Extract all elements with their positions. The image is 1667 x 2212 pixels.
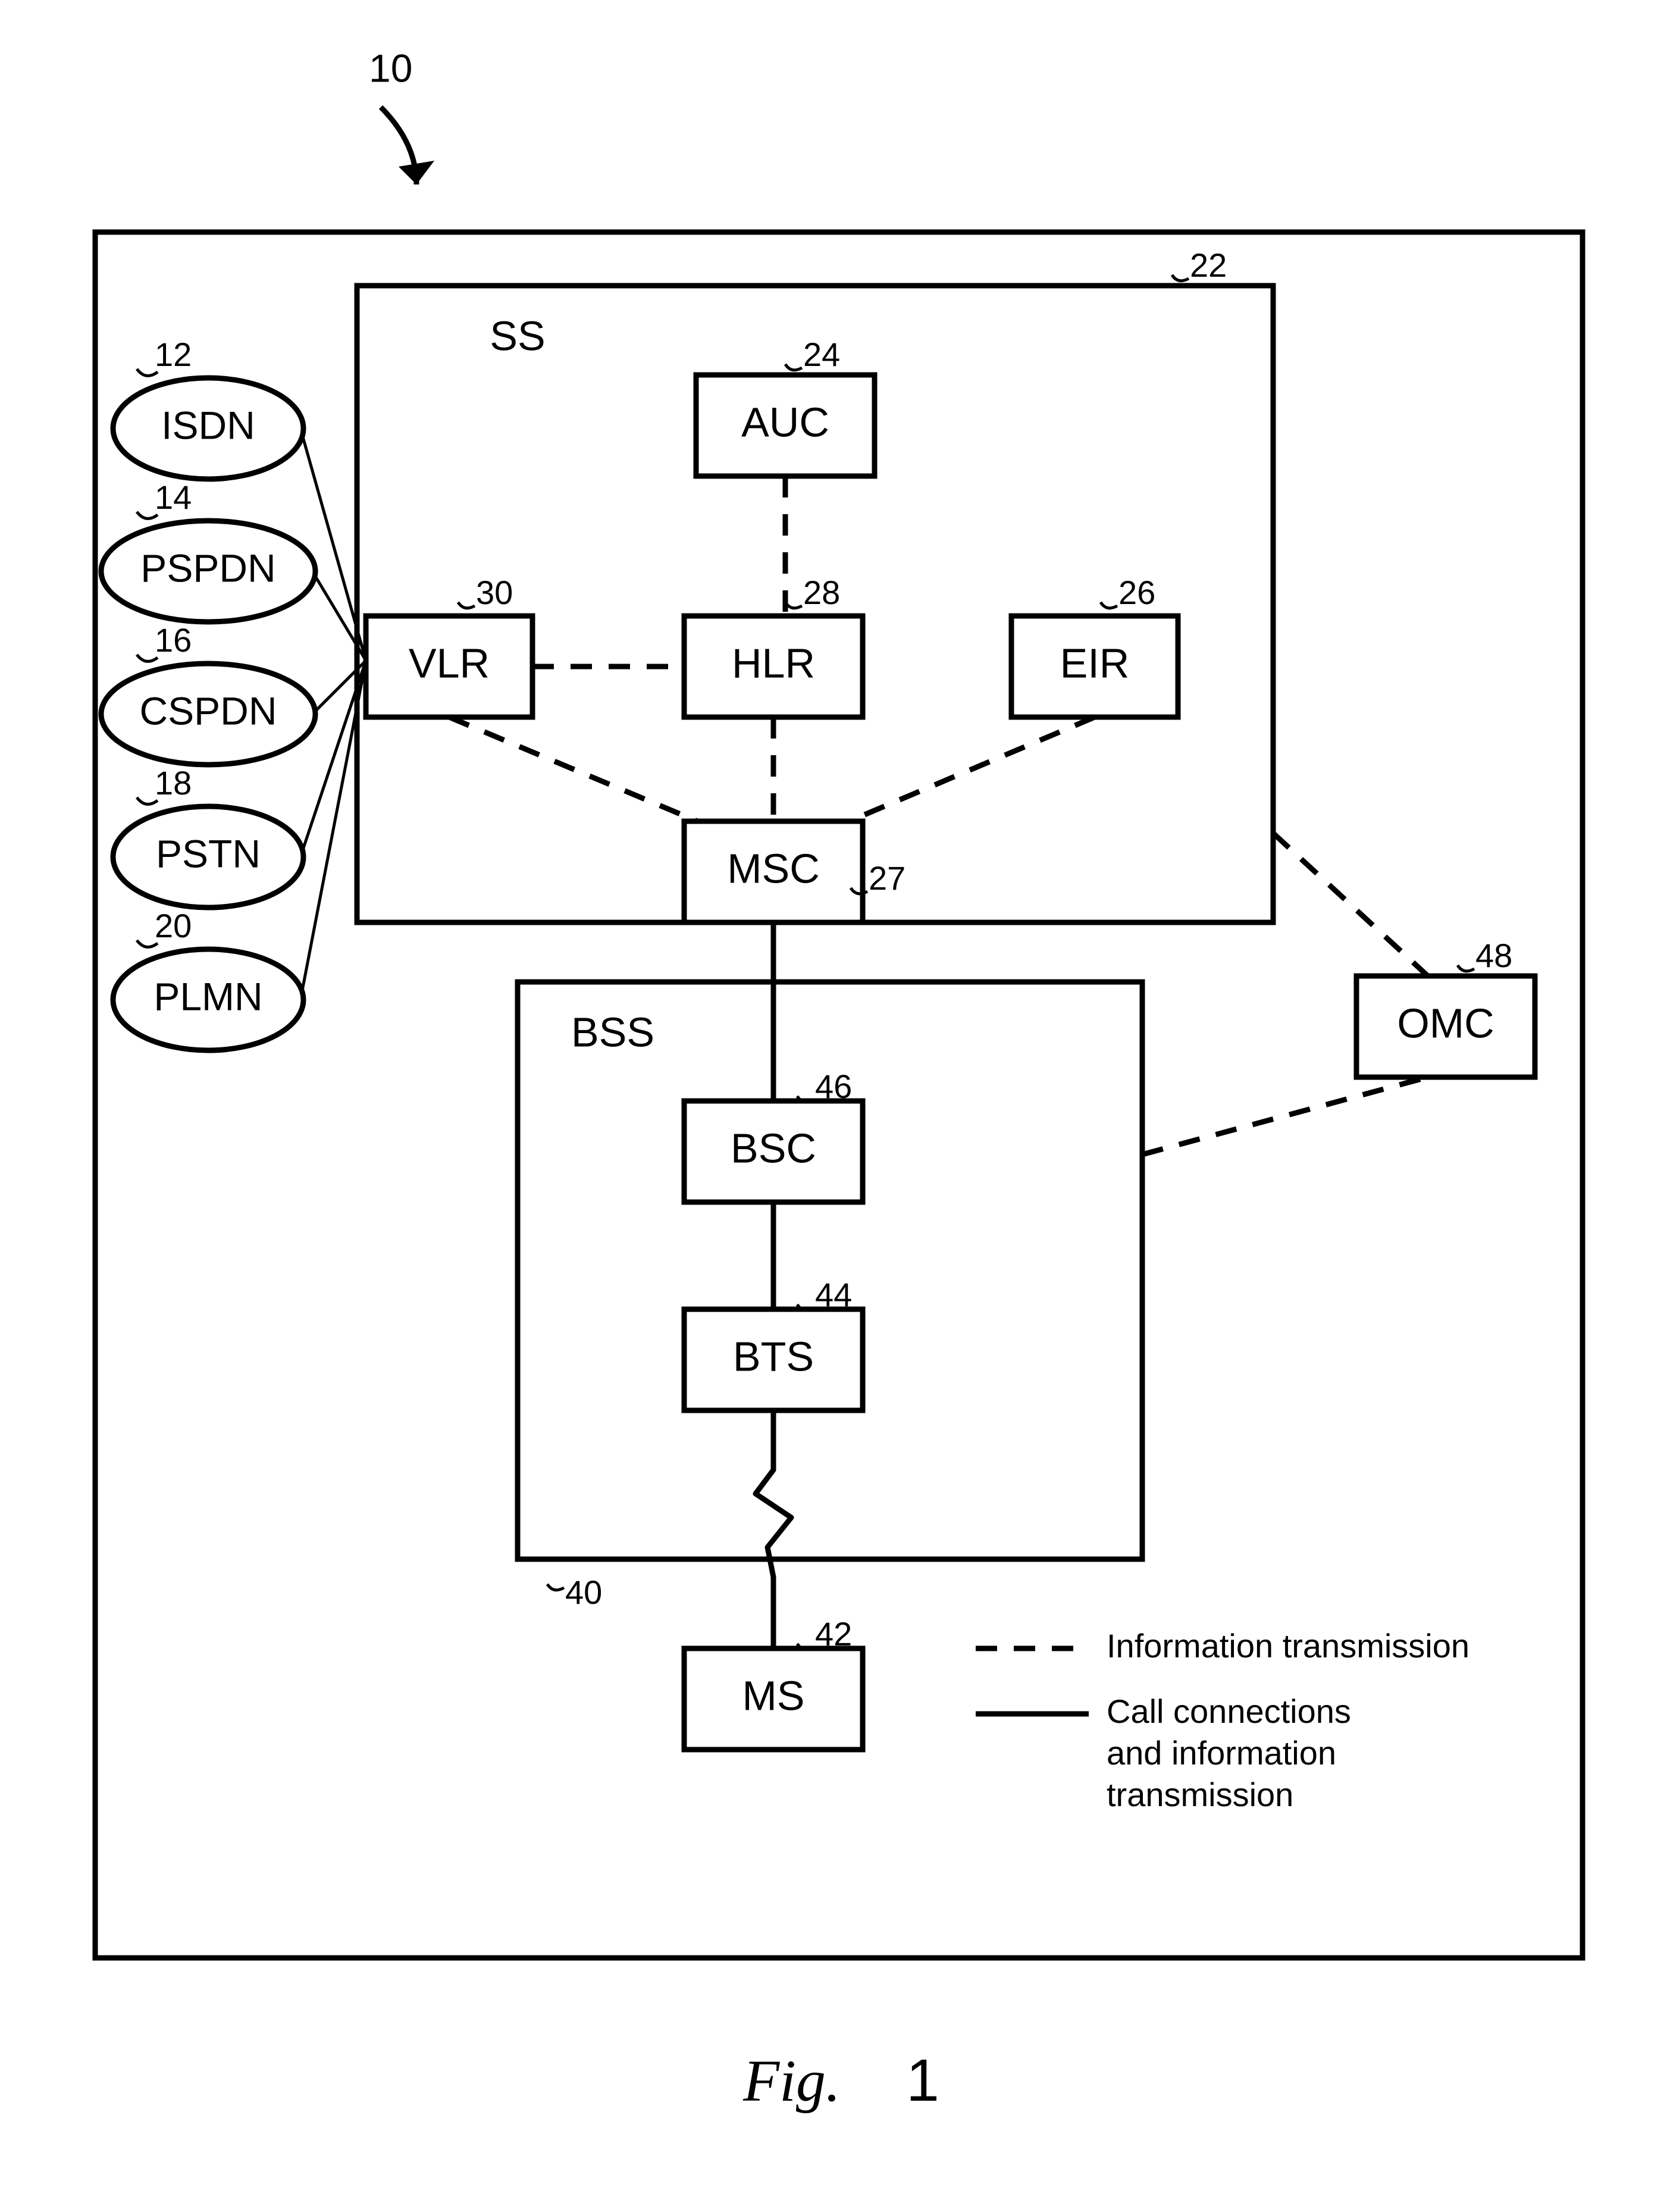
bss-label: BSS [571, 1009, 654, 1055]
edge-wireless [756, 1410, 791, 1648]
node-ms-label: MS [742, 1672, 805, 1719]
node-eir-label: EIR [1060, 640, 1130, 686]
network-ellipse-0-ref: 12 [155, 336, 192, 373]
network-ellipse-1-label: PSPDN [140, 546, 275, 590]
legend-dashed-label: Information transmission [1107, 1627, 1469, 1665]
network-ellipse-3-ref: 18 [155, 764, 192, 802]
node-auc-ref: 24 [803, 336, 840, 373]
ref-tick [458, 602, 475, 608]
ref-tick [1101, 602, 1117, 608]
network-ellipse-2-label: CSPDN [139, 689, 277, 733]
ref-tick [1458, 965, 1474, 971]
edge-dashed [1142, 1077, 1428, 1155]
node-bts-ref: 44 [815, 1276, 852, 1313]
node-hlr-label: HLR [732, 640, 815, 686]
network-ellipse-3-label: PSTN [156, 831, 261, 875]
figure-caption-fig: Fig. [742, 2048, 841, 2114]
node-hlr-ref: 28 [803, 574, 840, 611]
node-vlr-ref: 30 [476, 574, 513, 611]
node-bsc-label: BSC [731, 1125, 816, 1171]
ref-tick [547, 1584, 564, 1590]
node-ms-ref: 42 [815, 1615, 852, 1653]
edge-dashed [1273, 833, 1428, 976]
node-msc-ref: 27 [869, 859, 905, 897]
legend-solid-label-1: Call connections [1107, 1692, 1351, 1730]
figure-caption-num: 1 [906, 2047, 939, 2114]
figure-ref-label: 10 [369, 46, 412, 90]
figure-ref-arrowhead [399, 161, 434, 184]
node-vlr-label: VLR [409, 640, 490, 686]
network-ellipse-2-ref: 16 [155, 621, 192, 659]
network-ellipse-0-label: ISDN [161, 403, 255, 447]
node-bts-label: BTS [733, 1333, 814, 1379]
legend-solid-label-2: and information [1107, 1734, 1336, 1772]
node-msc-label: MSC [727, 845, 820, 891]
legend-solid-label-3: transmission [1107, 1776, 1293, 1813]
ref-tick [1172, 275, 1189, 281]
node-omc-label: OMC [1397, 1000, 1494, 1046]
node-eir-ref: 26 [1118, 574, 1155, 611]
network-ellipse-4-ref: 20 [155, 907, 192, 944]
bss-ref: 40 [565, 1573, 602, 1611]
network-ellipse-1-ref: 14 [155, 478, 192, 516]
node-bsc-ref: 46 [815, 1068, 852, 1105]
node-omc-ref: 48 [1475, 937, 1512, 974]
network-ellipse-4-label: PLMN [153, 974, 262, 1018]
ref-tick [785, 364, 802, 370]
edge-dashed [821, 717, 1095, 833]
ss-label: SS [490, 312, 545, 359]
ss-ref: 22 [1190, 246, 1227, 284]
edge-dashed [449, 717, 726, 833]
node-auc-label: AUC [741, 399, 829, 445]
